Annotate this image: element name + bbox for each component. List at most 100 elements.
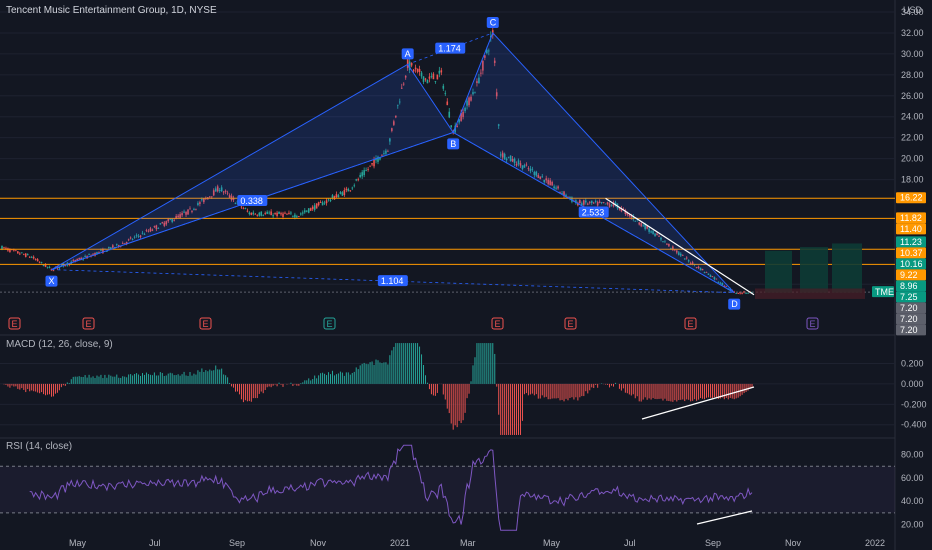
candle-body	[151, 229, 154, 231]
price-level-badge	[896, 223, 926, 235]
candle-body	[634, 220, 637, 222]
candle-body	[177, 215, 179, 218]
time-axis-label: May	[543, 538, 561, 548]
candle-body	[658, 236, 660, 237]
price-level-label: 10.37	[900, 248, 923, 258]
candle-body	[395, 115, 397, 118]
candle-body	[232, 197, 235, 200]
candle-body	[46, 266, 49, 268]
candle-body	[42, 264, 45, 267]
pattern-ratio-label: 1.104	[381, 276, 404, 286]
candle-body	[175, 216, 177, 220]
time-axis-label: 2022	[865, 538, 885, 548]
pattern-ratio-label: 1.174	[438, 44, 461, 54]
candle-body	[92, 254, 94, 256]
candle-body	[642, 225, 644, 227]
candle-body	[569, 196, 571, 199]
candle-body	[537, 175, 540, 178]
candle-body	[507, 156, 510, 158]
earnings-marker	[491, 317, 504, 330]
candle-body	[153, 226, 156, 228]
candle-body	[476, 81, 478, 84]
candle-body	[497, 124, 500, 126]
time-axis-label: Sep	[229, 538, 245, 548]
candle-body	[303, 210, 306, 213]
candle-body	[359, 174, 361, 178]
candle-body	[191, 211, 193, 213]
rsi-tick-label: 40.00	[901, 496, 924, 506]
candle-body	[5, 247, 7, 249]
candle-body	[553, 186, 555, 189]
candle-body	[402, 83, 405, 85]
pattern-ratio-badge	[237, 195, 268, 207]
candle-body	[592, 202, 595, 204]
candle-body	[600, 202, 603, 203]
pattern-ratio-label: 2.533	[582, 208, 605, 218]
candle-body	[264, 213, 266, 214]
candle-body	[670, 248, 672, 249]
candle-body	[317, 202, 320, 206]
price-level-label: 16.22	[900, 193, 923, 203]
candle-body	[656, 233, 658, 236]
candle-body	[676, 250, 678, 253]
candle-body	[141, 232, 144, 234]
pattern-point-label: X	[48, 276, 54, 286]
candle-body	[48, 267, 51, 268]
candle-body	[422, 76, 425, 82]
candle-body	[60, 264, 63, 266]
candle-body	[612, 202, 615, 207]
candle-body	[529, 168, 532, 172]
price-level-label: 9.22	[900, 270, 918, 280]
candle-body	[129, 237, 132, 239]
candle-body	[630, 215, 633, 218]
price-tick-label: 20.00	[901, 154, 924, 164]
candle-body	[226, 192, 229, 194]
pattern-point-badge	[447, 138, 460, 150]
candle-body	[52, 270, 55, 272]
candle-body	[220, 187, 223, 192]
candle-body	[149, 228, 152, 232]
candle-body	[486, 49, 488, 54]
candle-body	[583, 200, 585, 205]
candle-body	[571, 197, 573, 202]
candle-body	[741, 293, 743, 295]
candle-body	[480, 72, 482, 74]
candle-body	[721, 282, 724, 286]
candle-body	[400, 87, 403, 89]
candle-body	[145, 230, 148, 231]
candle-body	[292, 216, 294, 218]
candle-body	[131, 239, 134, 240]
candle-body	[436, 74, 439, 80]
candle-body	[284, 212, 286, 214]
candle-body	[379, 157, 381, 160]
candle-body	[349, 190, 352, 192]
candle-body	[679, 253, 682, 256]
candle-body	[201, 199, 203, 201]
candle-body	[745, 293, 747, 294]
candle-body	[114, 247, 116, 248]
candle-body	[127, 239, 130, 241]
candle-body	[181, 213, 183, 216]
price-level-badge	[896, 313, 926, 325]
candle-body	[482, 60, 484, 71]
candle-body	[588, 201, 591, 203]
candle-body	[543, 179, 546, 183]
candle-body	[396, 104, 399, 106]
currency-label: USD	[902, 5, 922, 15]
price-tick-label: 18.00	[901, 175, 924, 185]
candle-body	[408, 61, 411, 70]
candle-body	[590, 200, 593, 204]
candle-body	[412, 69, 415, 72]
candle-body	[517, 160, 520, 165]
candle-body	[218, 190, 221, 191]
candle-body	[632, 216, 635, 220]
candle-body	[606, 202, 609, 205]
candle-body	[723, 285, 726, 287]
time-axis-label: Nov	[310, 538, 327, 548]
candle-body	[335, 194, 338, 198]
price-level-badge	[896, 291, 926, 303]
candle-body	[254, 213, 257, 215]
candle-body	[112, 245, 114, 248]
candle-body	[294, 214, 296, 218]
